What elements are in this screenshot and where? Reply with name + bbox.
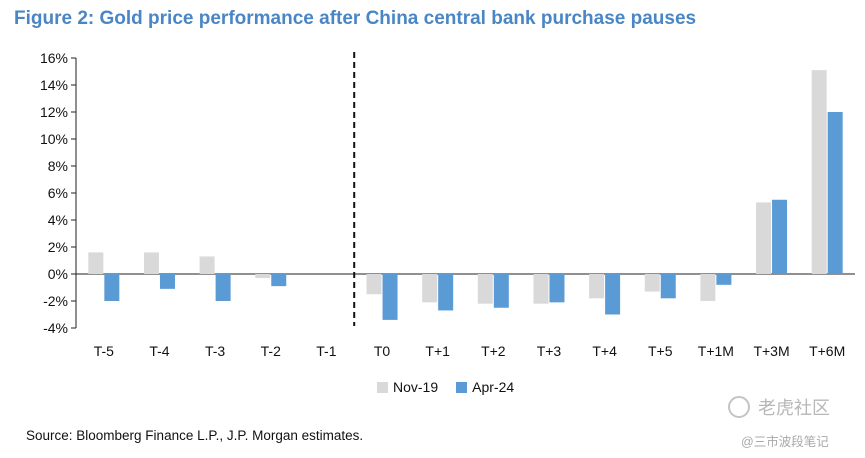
x-tick-label: T0 [374,343,391,359]
y-tick-label: 4% [48,212,68,228]
bar-nov19-t-2 [477,274,493,304]
legend-label-nov19: Nov-19 [393,379,439,395]
x-tick-label: T+1 [425,343,450,359]
bar-nov19-t-1m [700,274,716,301]
bar-nov19-t-4 [589,274,605,299]
bar-nov19-t-3m [756,202,772,274]
y-tick-label: 12% [40,104,68,120]
bar-apr24-t-5 [104,274,120,301]
x-tick-label: T-5 [94,343,114,359]
chart-title: Figure 2: Gold price performance after C… [14,8,697,29]
bar-apr24-t-1m [716,274,732,285]
bar-apr24-t-6m [827,112,843,274]
x-tick-label: T-3 [205,343,225,359]
bar-apr24-t-4 [605,274,621,315]
bar-apr24-t0 [382,274,398,320]
x-axis: T-5 T-4 T-3 T-2 T-1 T0 T+1 T+2 T+3 T+4 T+5 T+1M T+3M… [76,52,855,359]
y-tick-label: -2% [43,293,68,309]
watermark-brand: 老虎社区 [728,394,830,420]
bar-nov19-t0 [366,274,382,295]
bar-nov19-t-3 [533,274,549,304]
legend-label-apr24: Apr-24 [472,379,515,395]
y-tick-label: -4% [43,320,68,336]
bar-apr24-t-3 [215,274,231,301]
y-tick-label: 8% [48,158,68,174]
y-tick-label: 6% [48,185,68,201]
x-tick-label: T+2 [481,343,506,359]
bar-apr24-t-2 [271,274,287,287]
bar-apr24-t-1 [438,274,454,311]
bar-apr24-t-3 [549,274,565,303]
legend-swatch-apr24 [456,381,468,393]
y-tick-label: 0% [48,266,68,282]
x-tick-label: T-4 [149,343,169,359]
bar-apr24-t-2 [493,274,509,308]
bar-nov19-t-1 [422,274,438,303]
legend-item-nov19: Nov-19 [377,379,438,395]
y-axis: 16% 14% 12% 10% 8% 6% 4% 2% 0% -2% -4% [40,50,77,336]
y-tick-label: 10% [40,131,68,147]
x-tick-label: T+6M [809,343,845,359]
x-tick-label: T+4 [592,343,617,359]
legend-swatch-nov19 [377,381,388,393]
bar-nov19-t-3 [199,256,215,274]
x-tick-label: T+3M [753,343,789,359]
legend: Nov-19 Apr-24 [377,379,532,395]
bar-apr24-t-3m [772,199,788,274]
x-tick-label: T+1M [698,343,734,359]
x-tick-label: T+5 [648,343,673,359]
bar-nov19-t-5 [88,252,104,274]
bars [88,70,843,320]
x-tick-label: T+3 [537,343,562,359]
bar-nov19-t-2 [255,274,271,279]
bar-nov19-t-6m [811,70,827,275]
legend-item-apr24: Apr-24 [456,379,514,395]
y-tick-label: 16% [40,50,68,66]
y-tick-label: 2% [48,239,68,255]
bar-nov19-t-4 [143,252,159,274]
watermark-brand-text: 老虎社区 [758,398,830,418]
tiger-logo-icon [728,396,750,418]
x-tick-label: T-2 [261,343,281,359]
bar-nov19-t-5 [644,274,660,292]
bar-apr24-t-5 [660,274,676,299]
x-tick-label: T-1 [316,343,336,359]
source-note: Source: Bloomberg Finance L.P., J.P. Mor… [26,428,364,443]
y-tick-label: 14% [40,77,68,93]
watermark-handle: @三市波段笔记 [741,435,829,449]
bar-apr24-t-4 [159,274,175,289]
